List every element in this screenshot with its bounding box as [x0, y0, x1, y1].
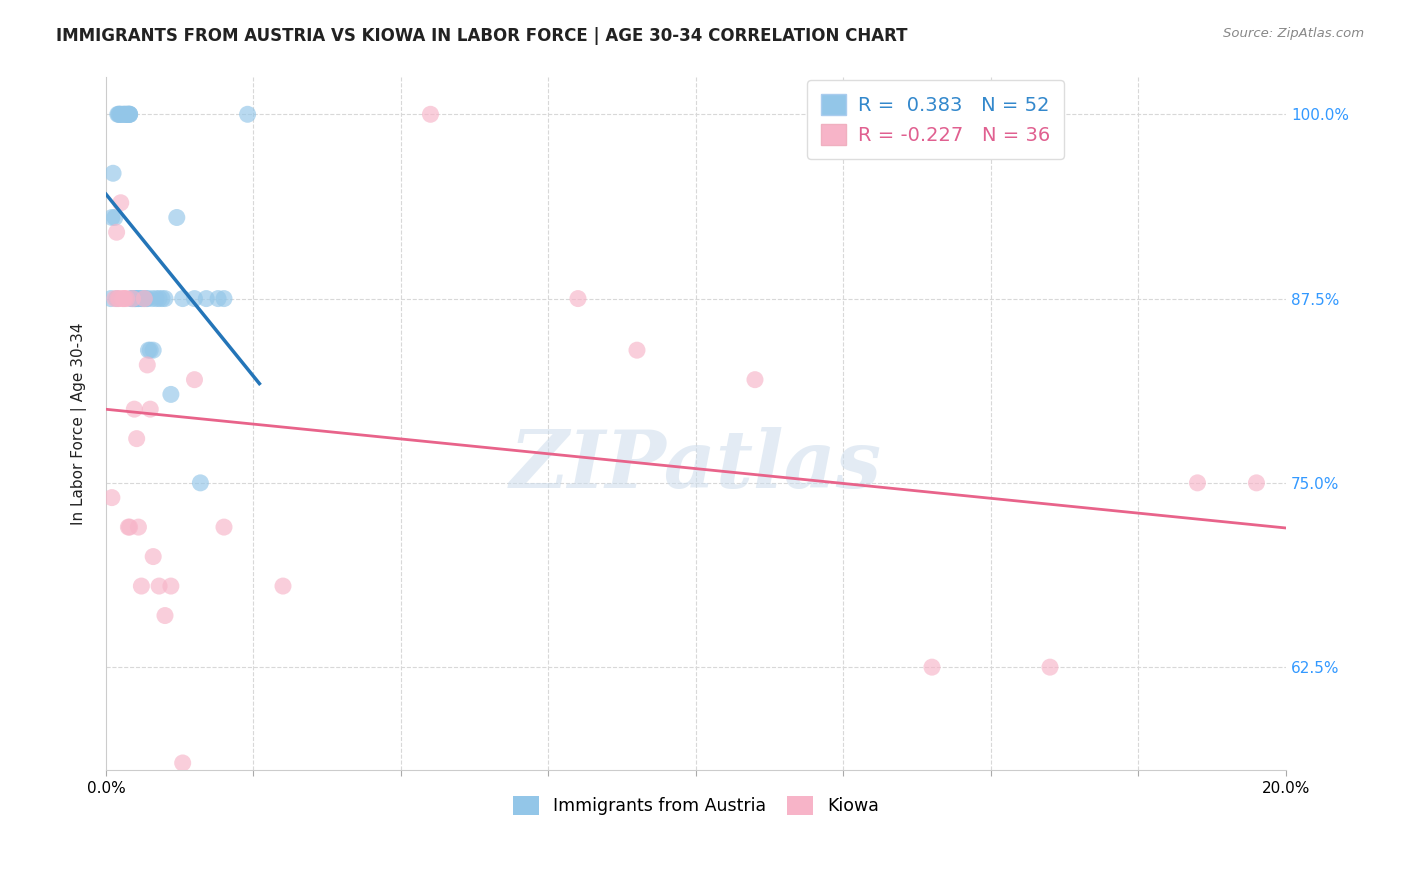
Point [190, 475, 212, 490]
Point [105, 292, 128, 306]
Point [153, 608, 176, 623]
Point [921, 660, 943, 674]
Point [125, 432, 148, 446]
Point [1187, 475, 1209, 490]
Point [124, 292, 146, 306]
Point [107, 107, 129, 121]
Point [111, 292, 134, 306]
Point [134, 292, 156, 306]
Point [112, 107, 135, 121]
Point [127, 520, 149, 534]
Point [117, 107, 139, 121]
Point [121, 292, 143, 306]
Point [127, 292, 149, 306]
Point [127, 292, 149, 306]
Point [271, 579, 294, 593]
Legend: Immigrants from Austria, Kiowa: Immigrants from Austria, Kiowa [505, 788, 887, 824]
Point [101, 491, 124, 505]
Point [117, 107, 139, 121]
Point [195, 292, 218, 306]
Text: ZIPatlas: ZIPatlas [510, 426, 882, 504]
Point [125, 292, 148, 306]
Point [150, 292, 173, 306]
Point [172, 756, 194, 770]
Point [131, 579, 153, 593]
Point [134, 292, 156, 306]
Point [118, 107, 141, 121]
Point [183, 373, 205, 387]
Point [1039, 660, 1062, 674]
Point [118, 520, 141, 534]
Point [131, 292, 153, 306]
Point [166, 211, 188, 225]
Point [626, 343, 648, 358]
Point [120, 292, 142, 306]
Point [124, 402, 146, 417]
Point [105, 225, 128, 239]
Point [236, 107, 259, 121]
Point [141, 292, 163, 306]
Point [104, 211, 127, 225]
Point [744, 373, 766, 387]
Point [124, 292, 146, 306]
Point [148, 292, 170, 306]
Point [160, 387, 183, 401]
Point [112, 107, 135, 121]
Point [142, 343, 165, 358]
Point [153, 292, 176, 306]
Point [114, 292, 136, 306]
Point [139, 343, 162, 358]
Point [108, 292, 131, 306]
Point [207, 292, 229, 306]
Point [104, 292, 127, 306]
Point [110, 195, 132, 210]
Point [115, 107, 138, 121]
Point [419, 107, 441, 121]
Point [1246, 475, 1268, 490]
Point [110, 107, 132, 121]
Point [100, 292, 122, 306]
Text: IMMIGRANTS FROM AUSTRIA VS KIOWA IN LABOR FORCE | AGE 30-34 CORRELATION CHART: IMMIGRANTS FROM AUSTRIA VS KIOWA IN LABO… [56, 27, 908, 45]
Point [124, 292, 146, 306]
Text: Source: ZipAtlas.com: Source: ZipAtlas.com [1223, 27, 1364, 40]
Point [136, 358, 159, 372]
Y-axis label: In Labor Force | Age 30-34: In Labor Force | Age 30-34 [72, 323, 87, 525]
Point [124, 292, 146, 306]
Point [107, 292, 129, 306]
Point [108, 107, 131, 121]
Point [172, 292, 194, 306]
Point [136, 292, 159, 306]
Point [118, 107, 141, 121]
Point [117, 520, 139, 534]
Point [131, 292, 153, 306]
Point [567, 292, 589, 306]
Point [115, 292, 138, 306]
Point [101, 166, 124, 180]
Point [135, 292, 157, 306]
Point [115, 107, 138, 121]
Point [118, 107, 141, 121]
Point [212, 520, 235, 534]
Point [101, 211, 124, 225]
Point [108, 107, 131, 121]
Point [139, 402, 162, 417]
Point [121, 292, 143, 306]
Point [148, 579, 170, 593]
Point [142, 549, 165, 564]
Point [183, 292, 205, 306]
Point [121, 292, 143, 306]
Point [212, 292, 235, 306]
Point [138, 343, 160, 358]
Point [114, 107, 136, 121]
Point [145, 292, 167, 306]
Point [160, 579, 183, 593]
Point [112, 292, 135, 306]
Point [110, 107, 132, 121]
